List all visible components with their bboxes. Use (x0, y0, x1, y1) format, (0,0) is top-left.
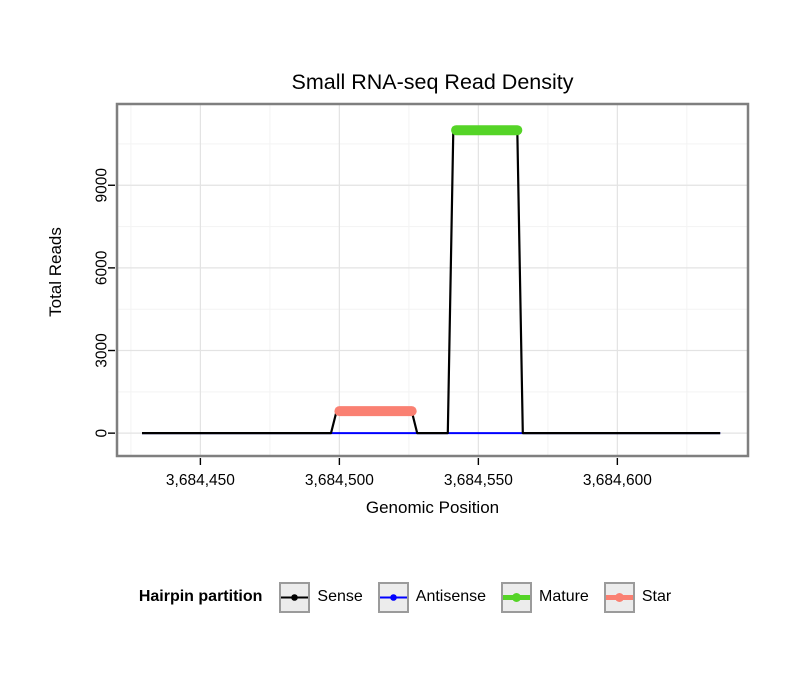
legend-label-mature: Mature (539, 588, 589, 605)
legend-glyph-mature-icon (503, 592, 531, 602)
legend-title: Hairpin partition (138, 588, 263, 605)
panel-background (117, 104, 748, 456)
legend-key-mature-icon (501, 581, 533, 613)
legend-item-antisense: Antisense (377, 581, 487, 613)
y-tick-label: 9000 (93, 168, 110, 203)
legend-item-mature: Mature (501, 581, 589, 613)
x-tick-label: 3,684,550 (444, 472, 513, 489)
legend: Hairpin partition Sense Antisense Mature St… (0, 579, 810, 615)
legend-label-antisense: Antisense (415, 588, 487, 605)
y-tick-label: 6000 (93, 250, 110, 285)
legend-label-sense: Sense (317, 588, 363, 605)
x-tick-label: 3,684,600 (583, 472, 652, 489)
x-tick-label: 3,684,450 (166, 472, 235, 489)
chart-title: Small RNA-seq Read Density (291, 70, 574, 94)
legend-items: Sense Antisense Mature Star (279, 581, 672, 613)
series-sense (142, 129, 721, 435)
legend-glyph-star-icon (605, 592, 633, 602)
legend-item-sense: Sense (279, 581, 363, 613)
y-axis-title: Total Reads (46, 227, 65, 317)
legend-key-star-icon (603, 581, 635, 613)
legend-glyph-sense-icon (281, 593, 309, 601)
legend-label-star: Star (641, 588, 672, 605)
y-tick-label: 3000 (93, 333, 110, 368)
plot-area: 3,684,450 3,684,500 3,684,550 3,684,600 0 300… (93, 102, 750, 489)
panel-border (115, 102, 750, 458)
legend-key-antisense-icon (377, 581, 409, 613)
x-tick-label: 3,684,500 (305, 472, 374, 489)
legend-glyph-antisense-icon (379, 593, 407, 601)
legend-key-sense-icon (279, 581, 311, 613)
x-axis-title: Genomic Position (365, 498, 500, 517)
legend-item-star: Star (603, 581, 672, 613)
y-tick-label: 0 (93, 428, 110, 437)
